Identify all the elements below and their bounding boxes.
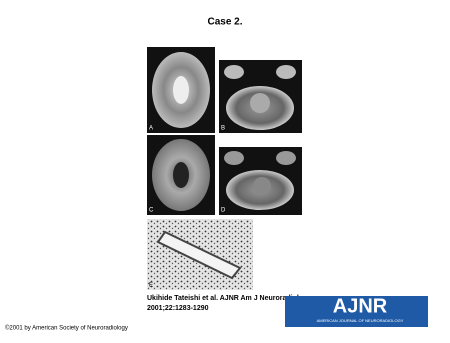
slide-title: Case 2. — [207, 17, 242, 28]
panel-e: E — [147, 219, 253, 290]
logo-subtitle: AMERICAN JOURNAL OF NEURORADIOLOGY — [317, 318, 404, 323]
copyright: ©2001 by American Society of Neuroradiol… — [5, 325, 128, 332]
citation-reference: 2001;22:1283-1290 — [147, 305, 209, 312]
panel-label: C — [149, 208, 154, 214]
panel-label: E — [149, 283, 153, 289]
panel-d: D — [219, 147, 302, 215]
panel-c: C — [147, 135, 215, 215]
panel-b: B — [219, 60, 302, 133]
panel-label: B — [221, 126, 225, 132]
panel-a: A — [147, 47, 215, 133]
panel-label: A — [149, 126, 153, 132]
logo-name: AJNR — [333, 295, 388, 317]
panel-label: D — [221, 208, 226, 214]
journal-logo: AJNR AMERICAN JOURNAL OF NEURORADIOLOGY — [285, 295, 428, 327]
citation-authors: Ukihide Tateishi et al. AJNR Am J Neuror… — [147, 295, 299, 302]
